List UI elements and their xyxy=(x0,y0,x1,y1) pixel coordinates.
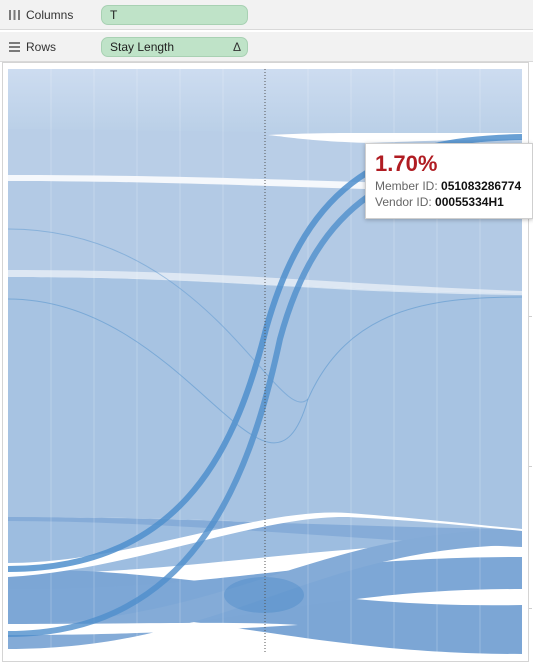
flow-highlight[interactable] xyxy=(8,228,309,403)
mark-tooltip: 1.70% Member ID: 051083286774 Vendor ID:… xyxy=(365,143,533,219)
columns-label-text: Columns xyxy=(26,8,74,22)
vendor-id-value: 00055334H1 xyxy=(435,195,504,209)
vendor-id-label: Vendor ID: xyxy=(375,195,432,209)
columns-shelf: Columns T xyxy=(0,0,533,30)
axis-tick xyxy=(529,316,532,317)
rows-shelf: Rows Stay Length Δ xyxy=(0,32,533,62)
rows-pill-stay-length[interactable]: Stay Length Δ xyxy=(101,37,248,57)
tooltip-vendor-row: Vendor ID: 00055334H1 xyxy=(375,194,532,210)
axis-tick xyxy=(529,608,532,609)
flow-highlight[interactable] xyxy=(8,296,522,444)
flow-gap xyxy=(268,133,522,143)
flow-band[interactable] xyxy=(8,517,522,547)
delta-icon: Δ xyxy=(232,40,241,54)
columns-pill-t[interactable]: T xyxy=(101,5,248,25)
columns-pill-text: T xyxy=(110,8,118,22)
member-id-label: Member ID: xyxy=(375,179,438,193)
axis-tick xyxy=(529,466,532,467)
tooltip-member-row: Member ID: 051083286774 xyxy=(375,178,532,194)
columns-grid-icon xyxy=(8,9,21,21)
tooltip-percentage: 1.70% xyxy=(375,151,438,176)
rows-shelf-label: Rows xyxy=(8,39,56,55)
flow-overlap xyxy=(224,577,304,613)
columns-shelf-label: Columns xyxy=(8,7,73,23)
rows-label-text: Rows xyxy=(26,40,57,54)
rows-pill-text: Stay Length xyxy=(110,40,175,54)
rows-list-icon xyxy=(8,41,21,53)
member-id-value: 051083286774 xyxy=(441,179,522,193)
